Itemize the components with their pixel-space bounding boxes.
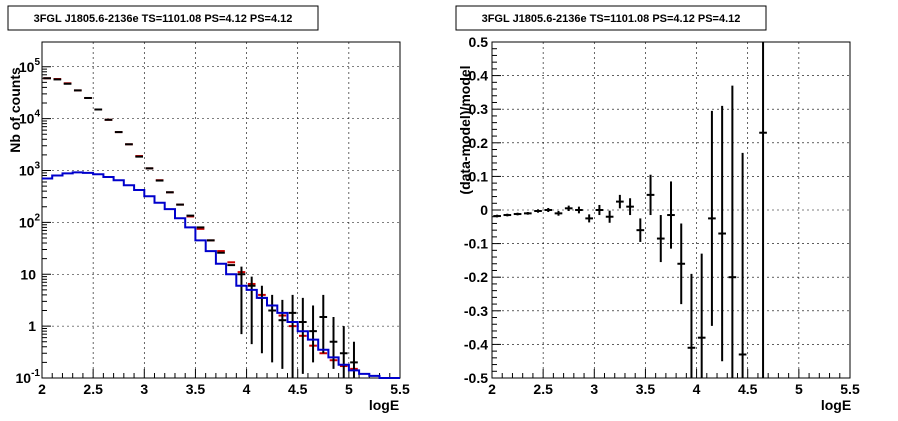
title-frame [455, 5, 767, 31]
x-tick-label: 5.5 [390, 381, 410, 397]
model-step-line [42, 171, 400, 379]
series-0 [493, 42, 767, 378]
title-frame [7, 5, 319, 31]
x-axis: 2 2.5 3 3.5 4 4.5 5 5.5 [38, 369, 410, 397]
y-tick-label: 0.3 [469, 101, 489, 117]
series-1 [43, 77, 358, 378]
x-tick-label: 4.5 [288, 381, 308, 397]
series-2 [42, 171, 400, 379]
y-tick-label: 0.5 [469, 34, 489, 50]
residuals-panel: 3FGL J1805.6-2136e TS=1101.08 PS=4.12 PS… [455, 5, 860, 413]
y-axis-title: (data-model)/model [457, 65, 473, 194]
plot-frame [41, 41, 401, 379]
y-tick-exponent: 2 [34, 212, 40, 223]
y-tick-label: -0.2 [464, 269, 488, 285]
x-tick-label: 2 [488, 381, 496, 397]
y-tick-exponent: 4 [34, 109, 40, 120]
x-tick-label: 3 [140, 381, 148, 397]
x-axis: 2 2.5 3 3.5 4 4.5 5 5.5 [488, 369, 860, 397]
y-tick-label: 0 [480, 202, 488, 218]
chart-title: 3FGL J1805.6-2136e TS=1101.08 PS=4.12 PS… [34, 13, 293, 25]
y-axis-title: Nb of counts [7, 67, 23, 153]
y-tick-label: -0.1 [464, 236, 488, 252]
x-axis-title: logE [369, 397, 399, 413]
x-tick-label: 3.5 [186, 381, 206, 397]
grid-lines [42, 42, 400, 378]
y-tick-base: 10 [19, 111, 35, 127]
y-tick-base: 10 [19, 163, 35, 179]
y-tick-label: 105 [19, 57, 41, 75]
y-tick-label: -0.4 [464, 336, 488, 352]
y-tick-label: 10-1 [16, 368, 41, 386]
x-tick-label: 2.5 [533, 381, 553, 397]
chart-title-box: 3FGL J1805.6-2136e TS=1101.08 PS=4.12 PS… [7, 5, 319, 31]
y-tick-label: 10 [20, 266, 36, 282]
x-tick-label: 3 [590, 381, 598, 397]
y-tick-base: 10 [20, 266, 36, 282]
y-tick-label: 104 [19, 109, 41, 127]
y-tick-base: 10 [19, 59, 35, 75]
x-tick-label: 3.5 [636, 381, 656, 397]
x-tick-label: 4 [693, 381, 701, 397]
grid-lines [492, 42, 850, 378]
y-tick-base: 10 [19, 214, 35, 230]
series-0 [43, 77, 358, 370]
y-tick-label: 1 [28, 318, 36, 334]
x-tick-label: 4.5 [738, 381, 758, 397]
x-axis-title: logE [821, 397, 851, 413]
y-tick-exponent: -1 [31, 368, 40, 379]
y-tick-exponent: 3 [34, 161, 40, 172]
x-tick-label: 2 [38, 381, 46, 397]
chart-title: 3FGL J1805.6-2136e TS=1101.08 PS=4.12 PS… [482, 13, 741, 25]
counts-panel: 3FGL J1805.6-2136e TS=1101.08 PS=4.12 PS… [7, 5, 410, 413]
data-series [42, 77, 400, 379]
y-tick-base: 1 [28, 318, 36, 334]
x-tick-label: 5 [795, 381, 803, 397]
x-tick-label: 2.5 [83, 381, 103, 397]
y-tick-base: 10 [16, 370, 32, 386]
y-axis: -0.5 -0.4 -0.3 -0.2 -0.1 0 0.1 0.2 0.3 0.4 0.5 [464, 34, 501, 386]
x-tick-label: 4 [243, 381, 251, 397]
y-tick-label: 0.4 [469, 68, 489, 84]
data-series [493, 42, 767, 378]
y-tick-label: -0.5 [464, 370, 488, 386]
y-tick-label: -0.3 [464, 303, 488, 319]
chart-title-box: 3FGL J1805.6-2136e TS=1101.08 PS=4.12 PS… [455, 5, 767, 31]
x-tick-label: 5 [345, 381, 353, 397]
y-tick-label: 0.1 [469, 168, 489, 184]
y-tick-exponent: 5 [34, 57, 40, 68]
y-tick-label: 103 [19, 161, 41, 179]
x-tick-label: 5.5 [840, 381, 860, 397]
y-tick-label: 102 [19, 212, 41, 230]
y-tick-label: 0.2 [469, 135, 489, 151]
